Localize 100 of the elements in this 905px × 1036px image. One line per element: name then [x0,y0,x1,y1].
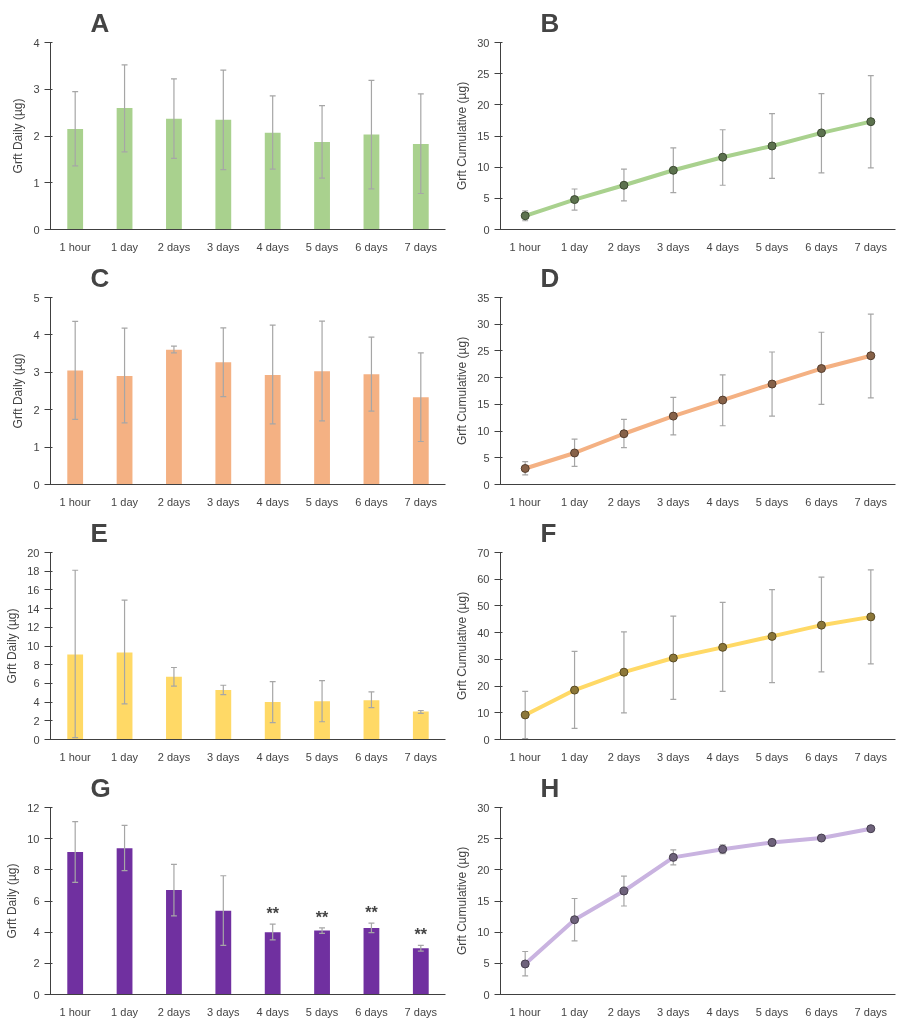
x-tick-label: 1 day [561,240,589,253]
x-tick-label: 7 days [404,1005,438,1018]
y-tick-label: 0 [483,733,490,746]
y-tick-label: 1 [33,176,40,189]
x-tick-label: 3 days [207,750,241,763]
x-tick-label: 5 days [305,750,339,763]
x-tick-label: 2 days [157,495,191,508]
y-tick-label: 5 [483,957,490,970]
x-tick-label: 7 days [854,750,888,763]
y-axis-title: Grft Cumulative (µg) [455,81,470,191]
x-tick-label: 1 day [111,750,139,763]
y-tick-label: 10 [27,640,40,652]
chart-title: F [540,517,557,548]
chart-title: G [90,772,111,803]
x-tick-label: 5 days [755,495,789,508]
y-tick-label: 30 [477,653,490,666]
x-tick-label: 5 days [305,495,339,508]
chart-title: H [540,772,560,803]
y-tick-label: 2 [33,403,40,416]
x-tick-label: 6 days [355,1005,389,1018]
y-axis-title: Grft Cumulative (µg) [455,336,470,446]
y-tick-label: 0 [483,478,490,491]
x-tick-label: 7 days [404,240,438,253]
x-tick-label: 4 days [706,1005,740,1018]
y-tick-label: 3 [33,83,40,96]
chart-title: D [540,262,560,293]
x-tick-label: 4 days [256,1005,290,1018]
x-tick-label: 7 days [854,495,888,508]
annotation: ** [315,908,330,926]
x-tick-label: 3 days [207,240,241,253]
y-tick-label: 30 [477,801,490,814]
y-tick-label: 10 [477,161,490,174]
y-tick-label: 8 [33,863,40,876]
y-tick-label: 6 [33,677,40,690]
y-tick-label: 20 [477,863,490,876]
x-tick-label: 1 hour [59,495,92,508]
y-tick-label: 30 [477,318,490,331]
y-tick-label: 40 [477,626,490,639]
x-tick-label: 4 days [706,240,740,253]
y-tick-label: 0 [33,223,40,236]
x-tick-label: 4 days [706,750,740,763]
x-tick-label: 1 hour [509,750,542,763]
x-tick-label: 6 days [805,1005,839,1018]
x-tick-label: 3 days [657,240,691,253]
x-tick-label: 4 days [256,750,290,763]
y-tick-label: 35 [477,291,490,304]
x-tick-label: 3 days [657,1005,691,1018]
y-axis-title: Grft Daily (µg) [5,863,20,939]
chart-title: A [90,7,110,38]
y-axis-title: Grft Cumulative (µg) [455,846,470,956]
x-tick-label: 5 days [755,750,789,763]
y-tick-label: 2 [33,130,40,142]
y-tick-label: 14 [27,602,40,615]
x-tick-label: 2 days [607,495,641,508]
annotation: ** [365,904,379,922]
y-tick-label: 10 [477,706,490,719]
y-axis-title: Grft Daily (µg) [11,98,26,174]
y-tick-label: 25 [477,344,490,357]
x-tick-label: 2 days [607,750,641,763]
x-tick-label: 3 days [657,495,691,508]
x-tick-label: 7 days [404,750,438,763]
y-tick-label: 70 [477,546,490,559]
y-tick-label: 0 [33,988,40,1001]
x-tick-label: 1 day [111,1005,139,1018]
x-tick-label: 4 days [256,495,290,508]
y-tick-label: 0 [483,988,490,1001]
x-tick-label: 5 days [305,1005,339,1018]
y-tick-label: 0 [483,223,490,236]
x-tick-label: 4 days [706,495,740,508]
y-tick-label: 5 [483,192,490,205]
y-tick-label: 12 [27,621,40,634]
x-tick-label: 7 days [854,240,888,253]
chart-title: C [90,262,110,293]
y-tick-label: 10 [477,926,490,939]
y-tick-label: 3 [33,366,40,379]
x-tick-label: 1 hour [509,495,542,508]
x-tick-label: 1 day [561,750,589,763]
x-tick-label: 6 days [805,495,839,508]
y-tick-label: 0 [33,478,40,491]
y-tick-label: 15 [477,895,490,907]
x-tick-label: 2 days [157,750,191,763]
y-tick-label: 1 [33,441,40,454]
y-tick-label: 20 [477,98,490,111]
x-tick-label: 3 days [657,750,691,763]
y-tick-label: 16 [27,583,40,596]
y-tick-label: 6 [33,895,40,907]
y-tick-label: 10 [27,832,40,845]
y-tick-label: 18 [27,565,40,578]
y-tick-label: 0 [33,733,40,746]
y-tick-label: 20 [477,680,490,693]
x-tick-label: 1 day [561,495,589,508]
annotation: ** [414,926,428,944]
x-tick-label: 6 days [805,240,839,253]
x-tick-label: 2 days [157,240,191,253]
y-tick-label: 10 [477,425,490,438]
x-tick-label: 6 days [355,750,389,763]
y-tick-label: 20 [27,546,40,559]
y-tick-label: 8 [33,658,40,671]
y-axis-title: Grft Cumulative (µg) [455,591,470,701]
y-tick-label: 60 [477,573,490,586]
